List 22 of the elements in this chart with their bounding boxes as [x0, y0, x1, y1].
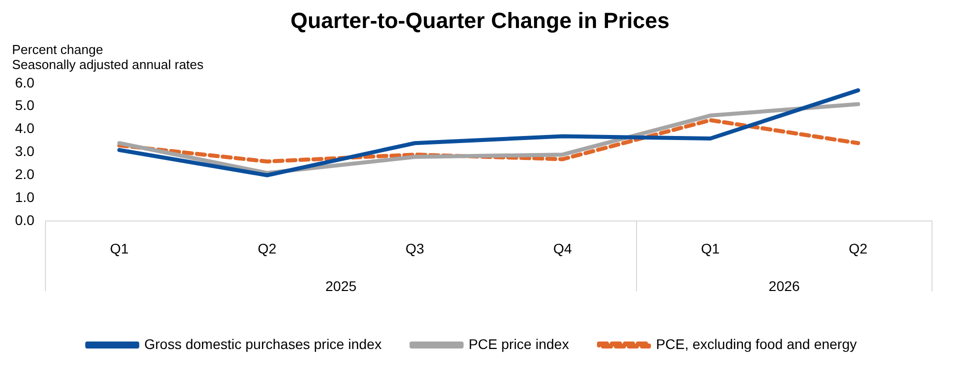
x-tick-label: Q2 [258, 240, 277, 256]
x-tick-label: Q3 [406, 240, 424, 256]
text: 2025 [325, 278, 357, 294]
line-series [117, 118, 860, 164]
y-tick-label: 2.0 [14, 166, 35, 182]
x-tick-label: Q2 [848, 240, 868, 256]
y-axis-title: Percent change [11, 42, 104, 57]
y-tick-label: 3.0 [14, 143, 35, 160]
x-tick-label: Q1 [701, 240, 720, 256]
legend-label: Gross domestic purchases price index [144, 336, 382, 352]
x-tick-label: Q4 [553, 240, 572, 256]
y-tick-label: 4.0 [14, 120, 35, 136]
chart-subtitle: Seasonally adjusted annual rates [11, 57, 205, 72]
y-tick-label: 6.0 [14, 74, 35, 90]
legend-label: PCE, excluding food and energy [656, 336, 857, 352]
x-tick-label: Q1 [110, 240, 129, 256]
text: 2026 [768, 278, 800, 294]
y-tick-label: 1.0 [14, 189, 35, 206]
y-tick-label: 0.0 [14, 212, 35, 228]
chart-title: Quarter-to-Quarter Change in Prices [290, 8, 670, 35]
legend-label: PCE price index [468, 336, 569, 352]
y-tick-label: 5.0 [14, 97, 35, 114]
